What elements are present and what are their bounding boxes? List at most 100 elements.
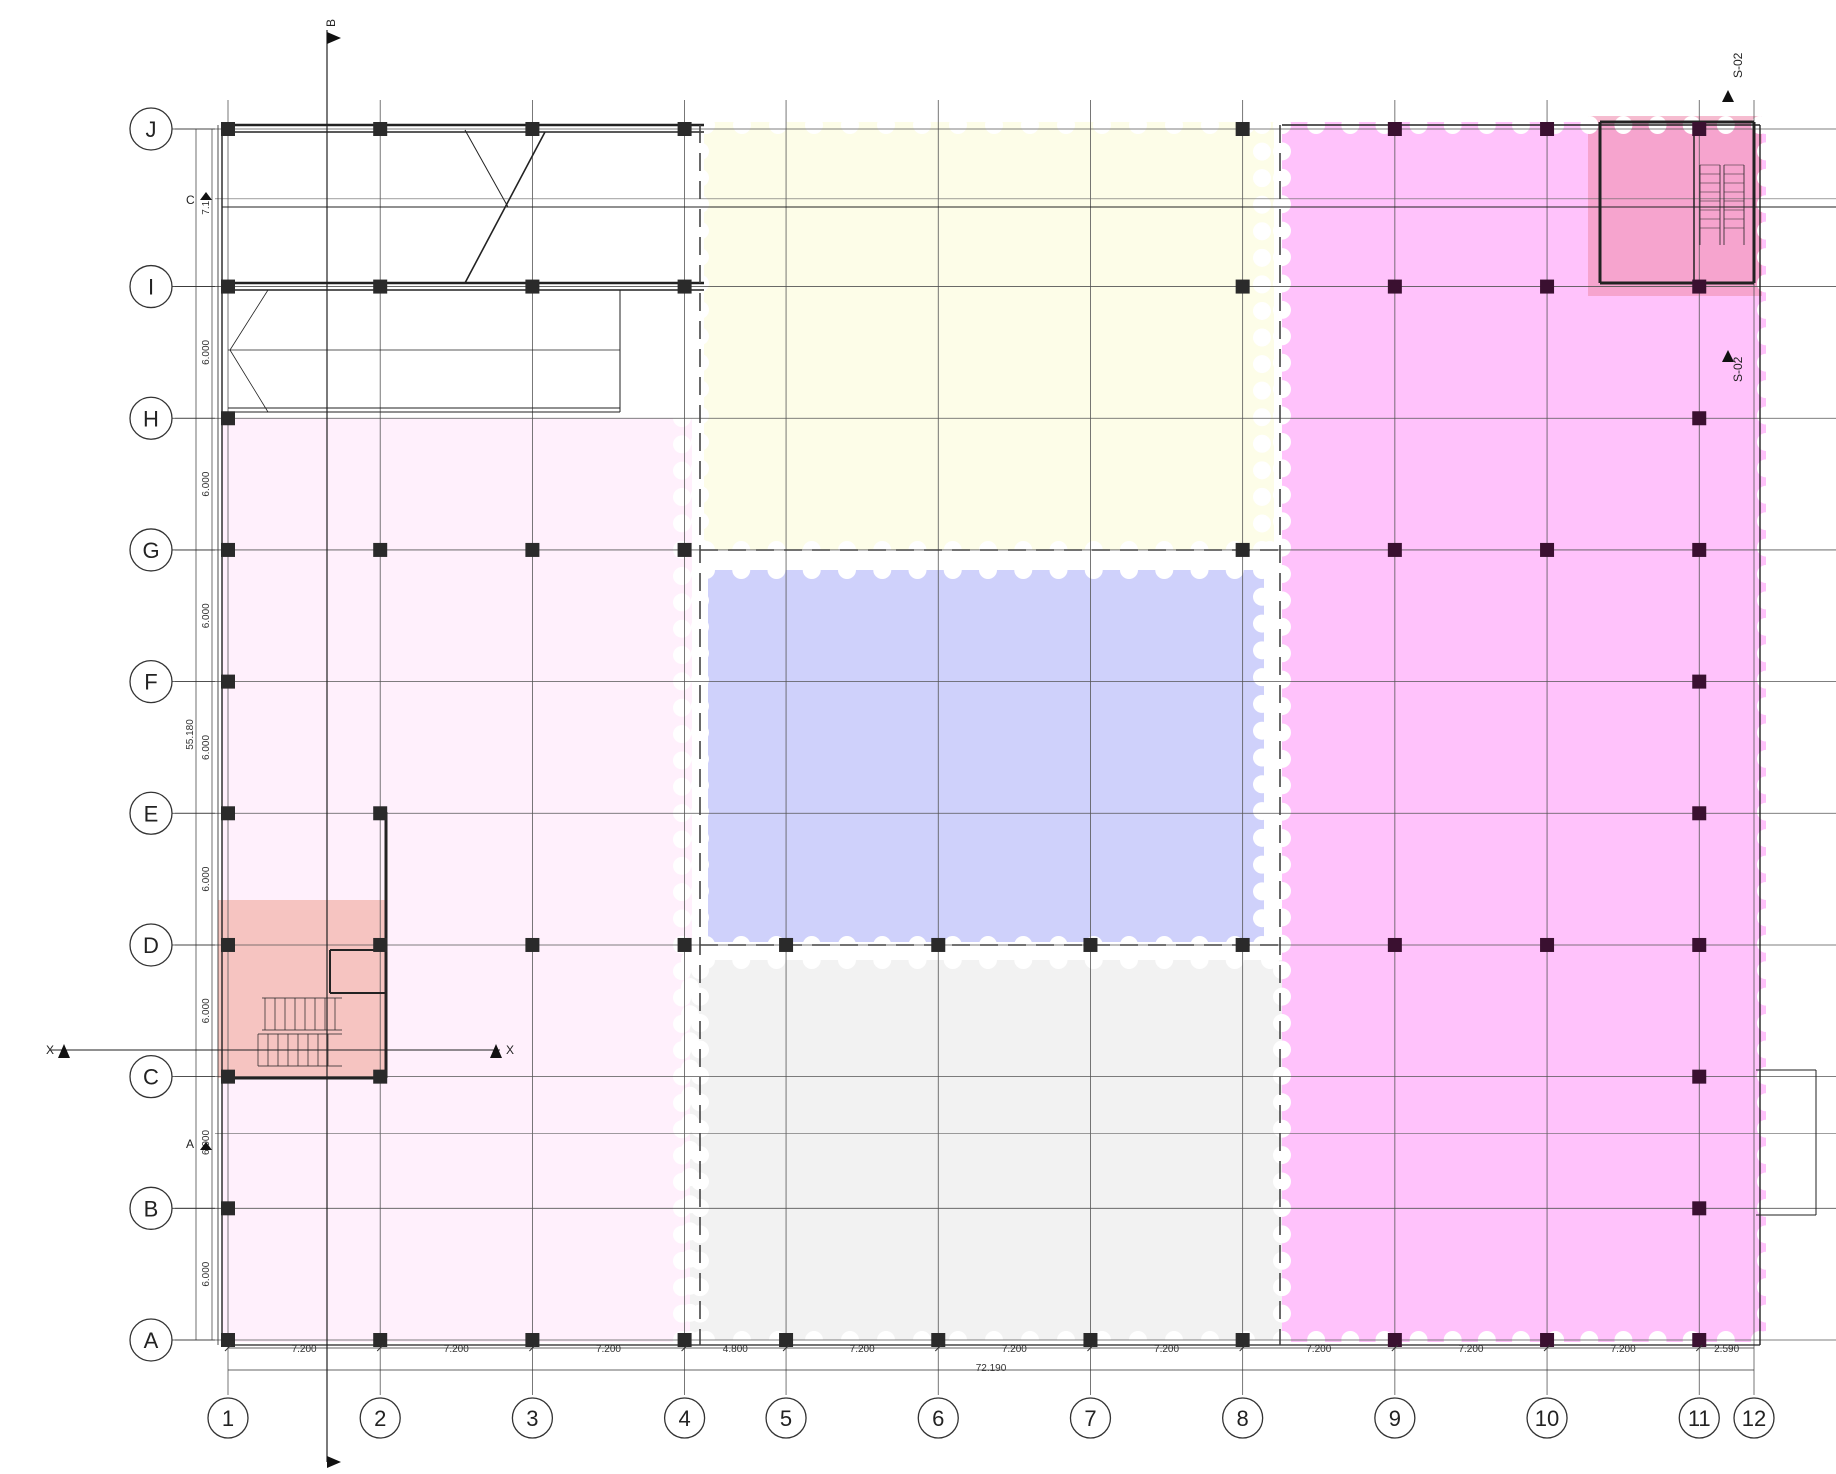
col-bubble-11: 11 [1678, 1397, 1720, 1439]
row-bubble-D: D [129, 923, 215, 967]
column-1-J [221, 122, 235, 136]
column-2-E [373, 806, 388, 821]
dim-span-bottom: 4.800 [723, 1344, 748, 1355]
column-9-A [1387, 1333, 1402, 1347]
col-bubble-3: 3 [511, 1397, 554, 1439]
col-bubble-label: 5 [780, 1406, 792, 1431]
core-zone-left [218, 900, 386, 1078]
col-bubble-2: 2 [359, 1397, 401, 1439]
dim-span-bottom: 7.200 [850, 1344, 875, 1355]
grid-lines [175, 100, 1836, 1395]
column-3-A [525, 1333, 540, 1347]
row-bubble-label: E [144, 801, 159, 826]
column-1-E [221, 806, 235, 821]
dim-span-left: 6.000 [201, 1130, 212, 1155]
column-4-D [677, 937, 692, 952]
core-zone-right [1588, 116, 1762, 296]
column-1-B [221, 1201, 235, 1216]
row-bubble-label: J [146, 117, 157, 142]
col-bubble-10: 10 [1526, 1397, 1568, 1439]
row-bubble-G: G [129, 528, 215, 572]
section-label-left-lower: A [186, 1137, 194, 1151]
column-4-G [677, 542, 692, 557]
column-2-I [373, 279, 388, 294]
col-bubble-label: 6 [932, 1406, 944, 1431]
column-11-F [1692, 674, 1707, 689]
col-bubble-label: 8 [1237, 1406, 1249, 1431]
column-7-D [1083, 937, 1098, 952]
section-markers: B X X C A S-02 S-02 [46, 19, 1745, 1468]
column-11-A [1692, 1333, 1707, 1347]
col-bubble-8: 8 [1222, 1397, 1264, 1439]
col-bubble-label: 1 [222, 1406, 234, 1431]
row-bubble-I: I [129, 264, 215, 309]
row-bubble-E: E [129, 791, 215, 835]
col-bubble-label: 12 [1742, 1406, 1766, 1431]
column-2-A [373, 1333, 388, 1347]
dim-span-left: 7.1 [201, 200, 212, 214]
row-bubble-F: F [129, 659, 215, 704]
column-11-B [1692, 1201, 1707, 1216]
dim-span-left: 6.000 [201, 603, 212, 628]
zone-blue [708, 570, 1264, 942]
dim-span-bottom: 7.200 [1306, 1344, 1331, 1355]
col-bubble-label: 11 [1688, 1406, 1711, 1431]
column-9-G [1387, 542, 1402, 557]
dim-span-left: 6.000 [201, 1261, 212, 1286]
col-bubble-6: 6 [917, 1397, 959, 1439]
column-10-I [1540, 279, 1555, 294]
dim-span-bottom: 7.200 [444, 1344, 469, 1355]
column-9-I [1387, 279, 1402, 294]
section-label-left-upper: C [186, 193, 195, 207]
col-bubble-12: 12 [1733, 1397, 1775, 1439]
column-10-A [1540, 1333, 1555, 1347]
row-bubble-label: C [143, 1065, 159, 1090]
col-bubble-5: 5 [765, 1397, 807, 1439]
column-4-J [677, 122, 692, 136]
column-9-D [1387, 937, 1402, 952]
dim-span-left: 6.000 [201, 339, 212, 364]
col-bubble-label: 4 [678, 1406, 690, 1431]
column-1-H [221, 411, 235, 426]
col-bubble-9: 9 [1374, 1397, 1416, 1439]
row-bubble-label: G [142, 538, 159, 563]
column-11-I [1692, 279, 1707, 294]
column-2-D [373, 937, 388, 952]
col-bubble-label: 3 [526, 1406, 538, 1431]
dim-span-bottom: 2.590 [1714, 1344, 1739, 1355]
column-1-G [221, 542, 235, 557]
dim-total-bottom: 72.190 [976, 1363, 1007, 1374]
row-bubble-B: B [129, 1186, 215, 1230]
dim-span-left: 6.000 [201, 866, 212, 891]
section-label-right-lower: S-02 [1731, 356, 1745, 382]
column-10-J [1540, 122, 1555, 136]
column-3-G [525, 542, 540, 557]
column-6-D [931, 937, 946, 952]
row-bubble-C: C [129, 1054, 215, 1099]
section-label-top-left: B [324, 19, 338, 27]
row-bubble-label: D [143, 933, 159, 958]
row-bubble-H: H [129, 396, 215, 440]
column-8-A [1235, 1333, 1250, 1347]
structural-columns [221, 122, 1707, 1347]
section-label-x-right: X [506, 1043, 514, 1057]
column-1-D [221, 937, 235, 952]
walls [217, 120, 1836, 1346]
col-bubble-1: 1 [207, 1397, 249, 1439]
dim-span-bottom: 7.200 [1458, 1344, 1483, 1355]
column-11-C [1692, 1069, 1707, 1084]
column-1-I [221, 279, 235, 294]
column-8-G [1235, 542, 1250, 557]
row-bubble-label: H [143, 406, 159, 431]
col-bubble-7: 7 [1069, 1397, 1112, 1439]
row-bubble-label: A [144, 1328, 159, 1353]
column-2-C [373, 1069, 388, 1084]
column-11-J [1692, 122, 1707, 136]
dim-span-bottom: 7.200 [1002, 1344, 1027, 1355]
zone-yellow [704, 122, 1274, 550]
column-10-D [1540, 937, 1555, 952]
col-bubble-label: 10 [1535, 1406, 1559, 1431]
column-3-D [525, 937, 540, 952]
